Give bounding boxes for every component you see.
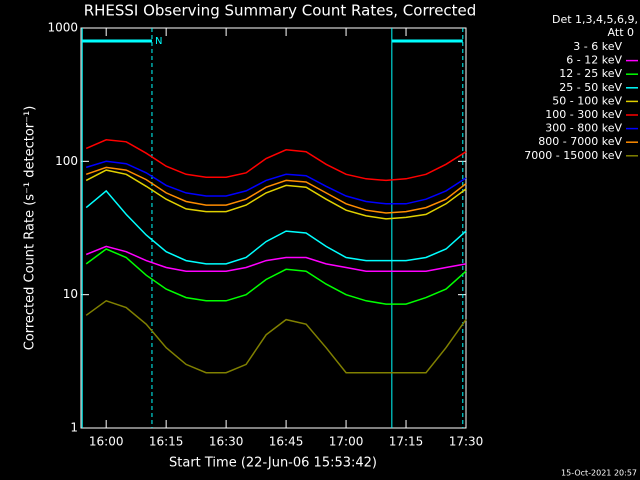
legend-title: Att 0 — [608, 26, 634, 39]
legend-label: 12 - 25 keV — [559, 67, 622, 80]
legend-label: 6 - 12 keV — [566, 54, 622, 67]
legend-label: 50 - 100 keV — [552, 94, 622, 107]
series-line — [85, 189, 467, 265]
legend-label: 800 - 7000 keV — [538, 135, 622, 148]
footer: 15-Oct-2021 20:57 — [561, 469, 637, 478]
plot-frame — [80, 27, 467, 429]
legend-label: 300 - 800 keV — [545, 122, 622, 135]
series-line — [85, 245, 467, 272]
series-line — [85, 160, 467, 205]
x-tick-label: 17:00 — [329, 435, 364, 449]
x-tick-label: 16:30 — [209, 435, 244, 449]
series-line — [85, 166, 467, 214]
y-tick-label: 1 — [70, 421, 78, 435]
legend-title: Det 1,3,4,5,6,9, — [552, 13, 638, 26]
x-tick-label: 17:15 — [389, 435, 424, 449]
x-axis-label: Start Time (22-Jun-06 15:53:42) — [169, 456, 377, 471]
legend-label: 7000 - 15000 keV — [524, 149, 622, 162]
x-tick-label: 16:15 — [149, 435, 184, 449]
x-tick-label: 16:00 — [89, 435, 124, 449]
legend-label: 3 - 6 keV — [573, 40, 622, 53]
interval-label: N — [155, 36, 162, 47]
y-axis-label: Corrected Count Rate (s⁻¹ detector⁻¹) — [23, 106, 38, 351]
legend-label: 25 - 50 keV — [559, 81, 622, 94]
x-tick-label: 16:45 — [269, 435, 304, 449]
series-line — [85, 169, 467, 220]
chart-title: RHESSI Observing Summary Count Rates, Co… — [84, 2, 477, 20]
legend-label: 100 - 300 keV — [545, 108, 622, 121]
x-tick-label: 17:30 — [449, 435, 484, 449]
series-line — [85, 139, 467, 182]
y-tick-label: 1000 — [47, 21, 78, 35]
y-tick-label: 10 — [63, 287, 78, 301]
y-tick-label: 100 — [55, 154, 78, 168]
series-line — [85, 248, 467, 305]
series-line — [85, 299, 467, 374]
